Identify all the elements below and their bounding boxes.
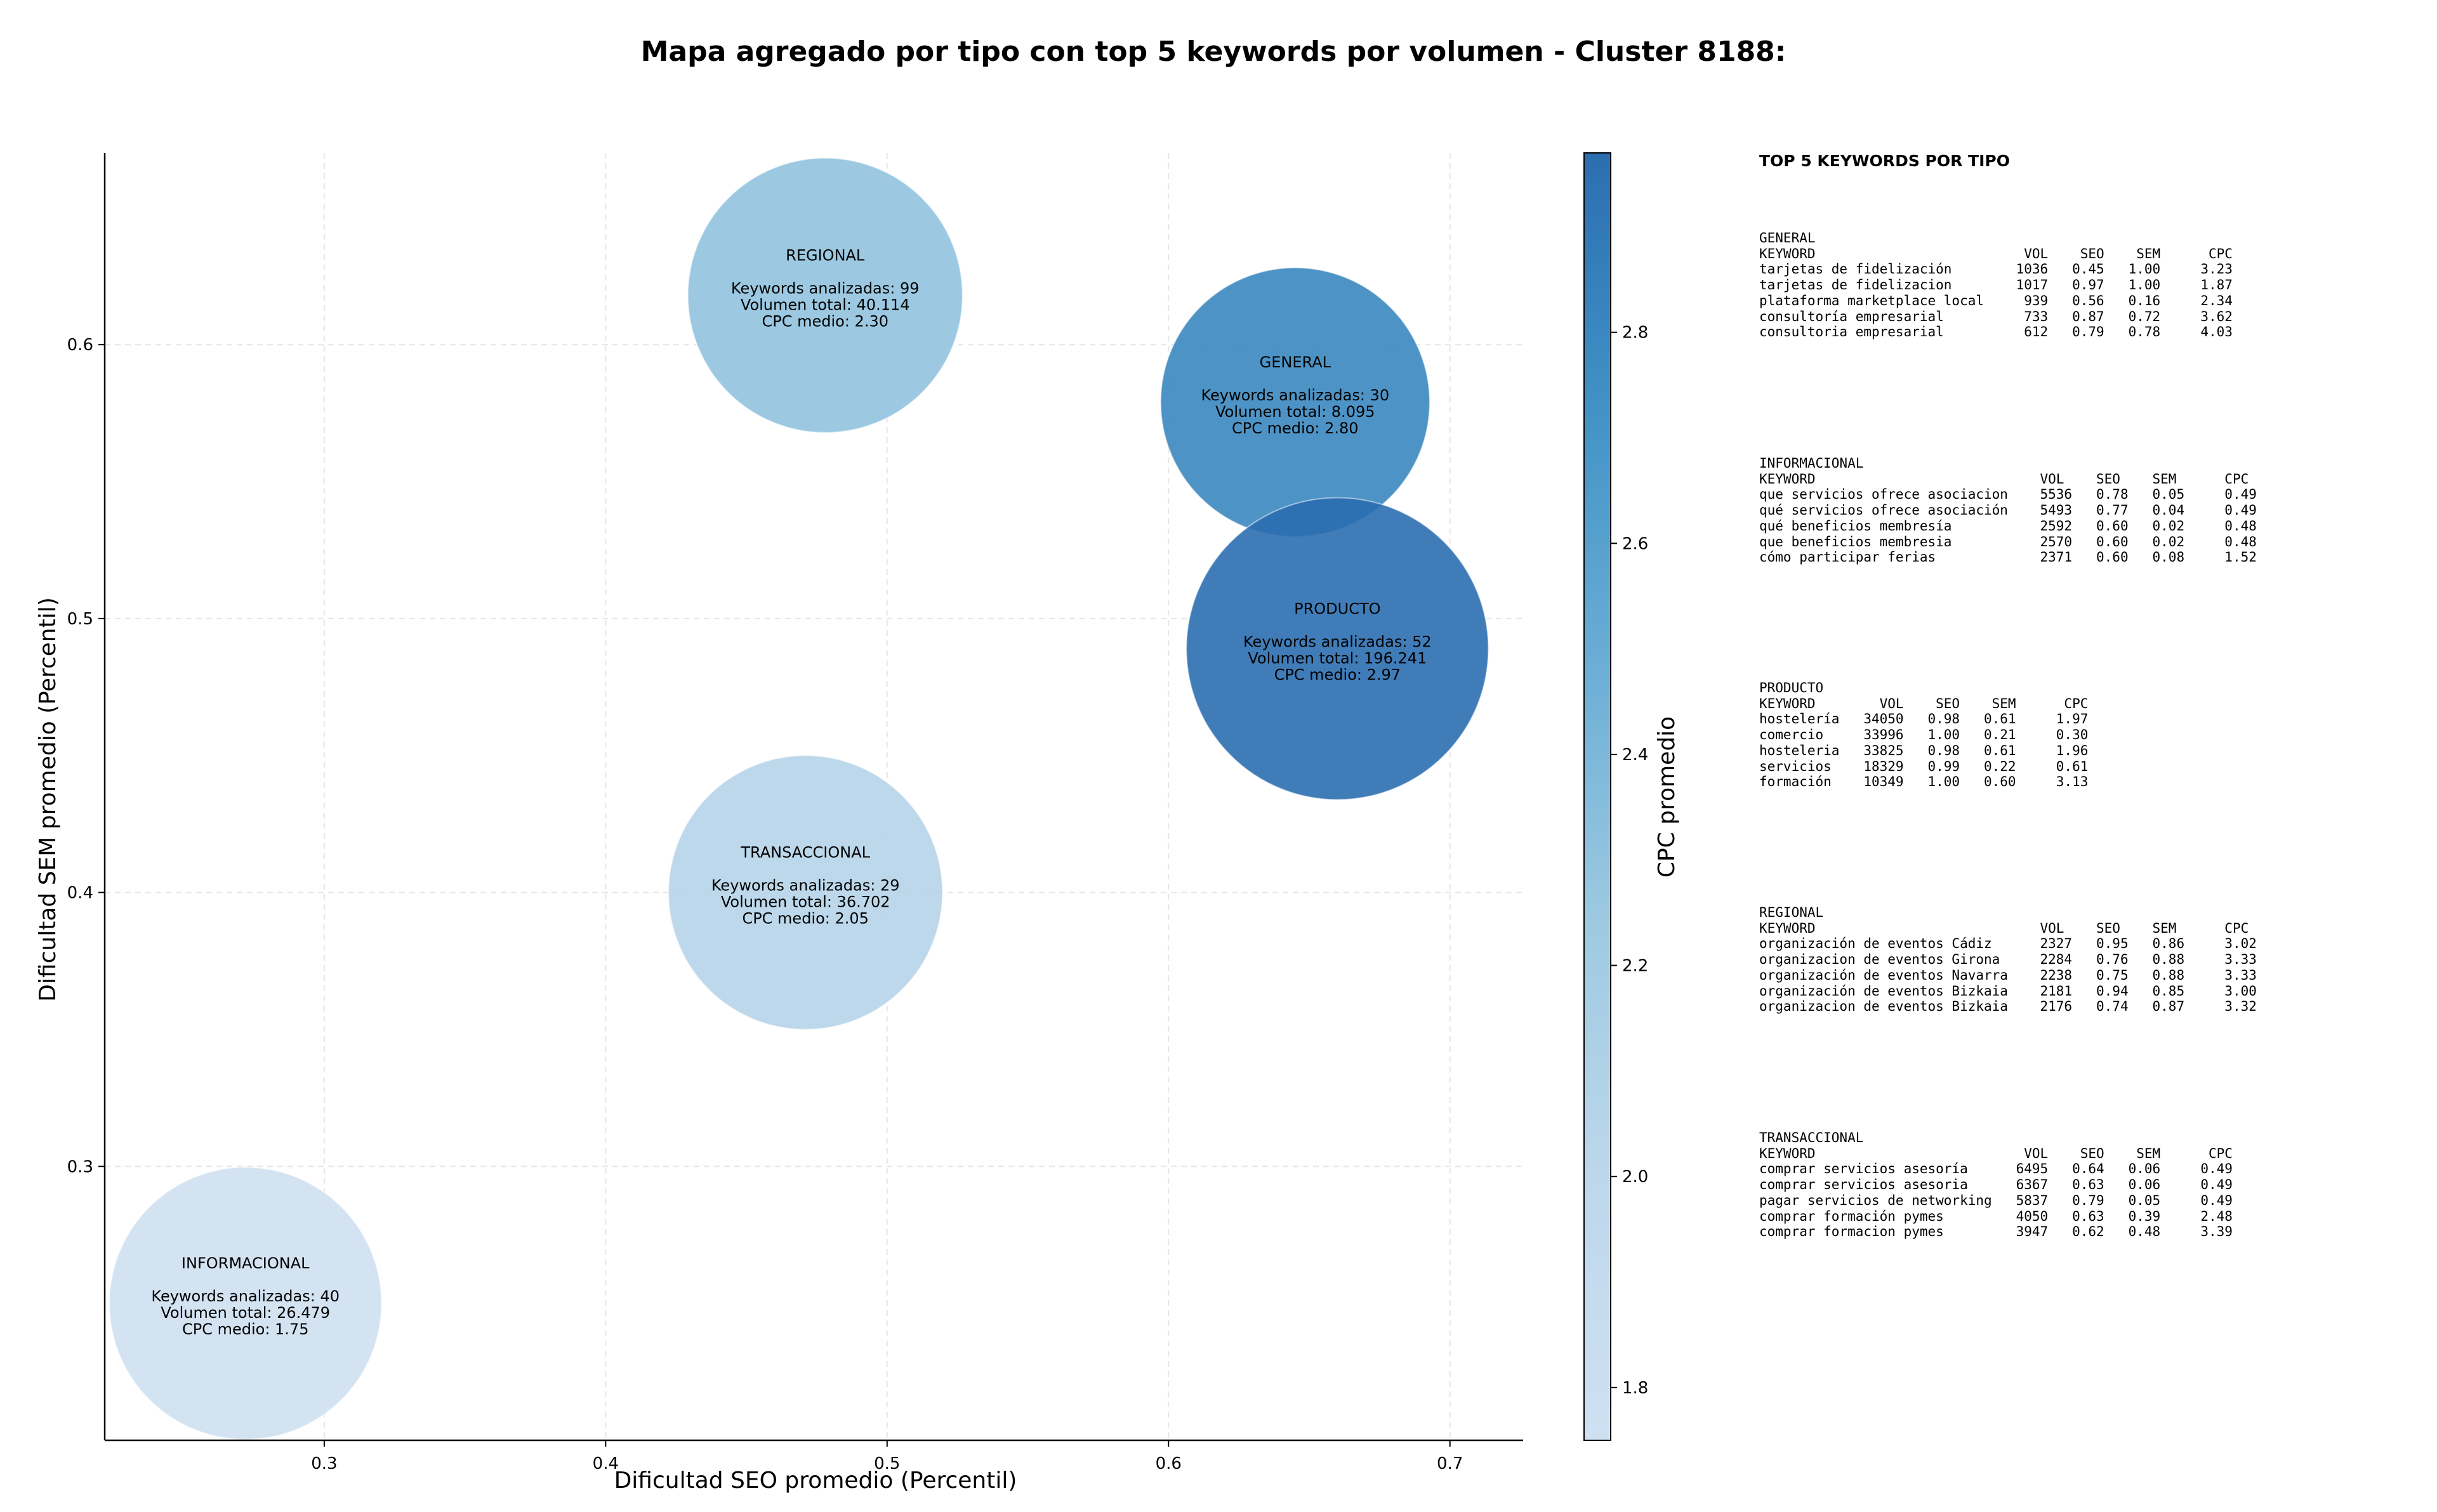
bubble-marker <box>109 1166 383 1440</box>
y-tick-label: 0.5 <box>67 610 93 629</box>
bubble-label-line: Keywords analizadas: 40 <box>151 1287 340 1305</box>
y-tick-label: 0.4 <box>67 884 93 903</box>
bubble-label-line: Volumen total: 26.479 <box>161 1304 330 1322</box>
x-tick-label: 0.7 <box>1437 1454 1463 1473</box>
colorbar-tick-label: 2.8 <box>1622 324 1648 343</box>
bubble-label-line: TRANSACCIONAL <box>740 844 870 862</box>
keyword-table-transaccional: TRANSACCIONAL KEYWORD VOL SEO SEM CPC co… <box>1759 1130 2233 1240</box>
colorbar-label: CPC promedio <box>1654 716 1680 878</box>
chart-title: Mapa agregado por tipo con top 5 keyword… <box>641 36 1786 68</box>
keyword-table-informacional: INFORMACIONAL KEYWORD VOL SEO SEM CPC qu… <box>1759 456 2257 565</box>
bubble-label-line: CPC medio: 2.05 <box>742 910 869 928</box>
bubble-marker <box>1185 497 1489 801</box>
colorbar-tick-label: 2.6 <box>1622 534 1648 553</box>
top-keywords-panel: TOP 5 KEYWORDS POR TIPO GENERAL KEYWORD … <box>1759 149 2426 1279</box>
x-tick-label: 0.4 <box>593 1454 619 1473</box>
bubble-transaccional: TRANSACCIONAL Keywords analizadas: 29Volu… <box>668 754 944 1030</box>
bubble-label-line: PRODUCTO <box>1294 600 1380 617</box>
bubble-label-line: Keywords analizadas: 30 <box>1201 386 1389 404</box>
colorbar-tick-label: 2.4 <box>1622 746 1648 765</box>
bubble-label-line: Volumen total: 40.114 <box>741 296 910 313</box>
colorbar-tick-label: 1.8 <box>1622 1379 1648 1398</box>
panel-title: TOP 5 KEYWORDS POR TIPO <box>1759 152 2010 170</box>
colorbar-tick-label: 2.2 <box>1622 957 1648 976</box>
x-tick-label: 0.5 <box>874 1454 900 1473</box>
bubble-label-line: Volumen total: 36.702 <box>721 893 890 911</box>
colorbar-tick-label: 2.0 <box>1622 1167 1648 1187</box>
x-tick-label: 0.3 <box>311 1454 337 1473</box>
y-axis-label: Dificultad SEM promedio (Percentil) <box>35 597 61 1002</box>
bubble-label-line: GENERAL <box>1260 353 1331 371</box>
bubble-informacional: INFORMACIONAL Keywords analizadas: 40Volu… <box>109 1166 383 1440</box>
bubble-label-line: CPC medio: 2.80 <box>1232 419 1359 437</box>
bubble-label-line: CPC medio: 1.75 <box>182 1320 309 1338</box>
colorbar: 1.8 2.0 2.2 2.4 2.6 2.8 <box>1583 152 1648 1441</box>
bubble-label-line: Volumen total: 8.095 <box>1215 403 1375 421</box>
bubble-label-line: Volumen total: 196.241 <box>1248 649 1427 667</box>
axes: 0.3 0.4 0.5 0.6 0.7 0.3 0.4 0.5 0.6 <box>67 153 1523 1473</box>
y-tick-label: 0.3 <box>67 1157 93 1176</box>
y-tick-label: 0.6 <box>67 336 93 355</box>
bubble-label-line: INFORMACIONAL <box>182 1254 310 1272</box>
bubble-label-line: CPC medio: 2.30 <box>762 312 888 330</box>
bubble-label-line: Keywords analizadas: 99 <box>731 279 920 297</box>
x-axis-label: Dificultad SEO promedio (Percentil) <box>614 1468 1017 1494</box>
keyword-table-producto: PRODUCTO KEYWORD VOL SEO SEM CPC hostele… <box>1759 680 2089 790</box>
bubble-label-line: REGIONAL <box>786 246 865 264</box>
keyword-table-general: GENERAL KEYWORD VOL SEO SEM CPC tarjetas… <box>1759 230 2233 340</box>
keyword-table-regional: REGIONAL KEYWORD VOL SEO SEM CPC organiz… <box>1759 905 2257 1015</box>
bubble-label-line: Keywords analizadas: 29 <box>711 877 900 895</box>
bubble-label-line: CPC medio: 2.97 <box>1274 666 1401 683</box>
x-tick-label: 0.6 <box>1156 1454 1182 1473</box>
bubble-marker <box>687 157 963 433</box>
colorbar-gradient <box>1583 152 1611 1441</box>
bubble-marker <box>668 754 944 1030</box>
bubble-label-line: Keywords analizadas: 52 <box>1243 633 1432 650</box>
